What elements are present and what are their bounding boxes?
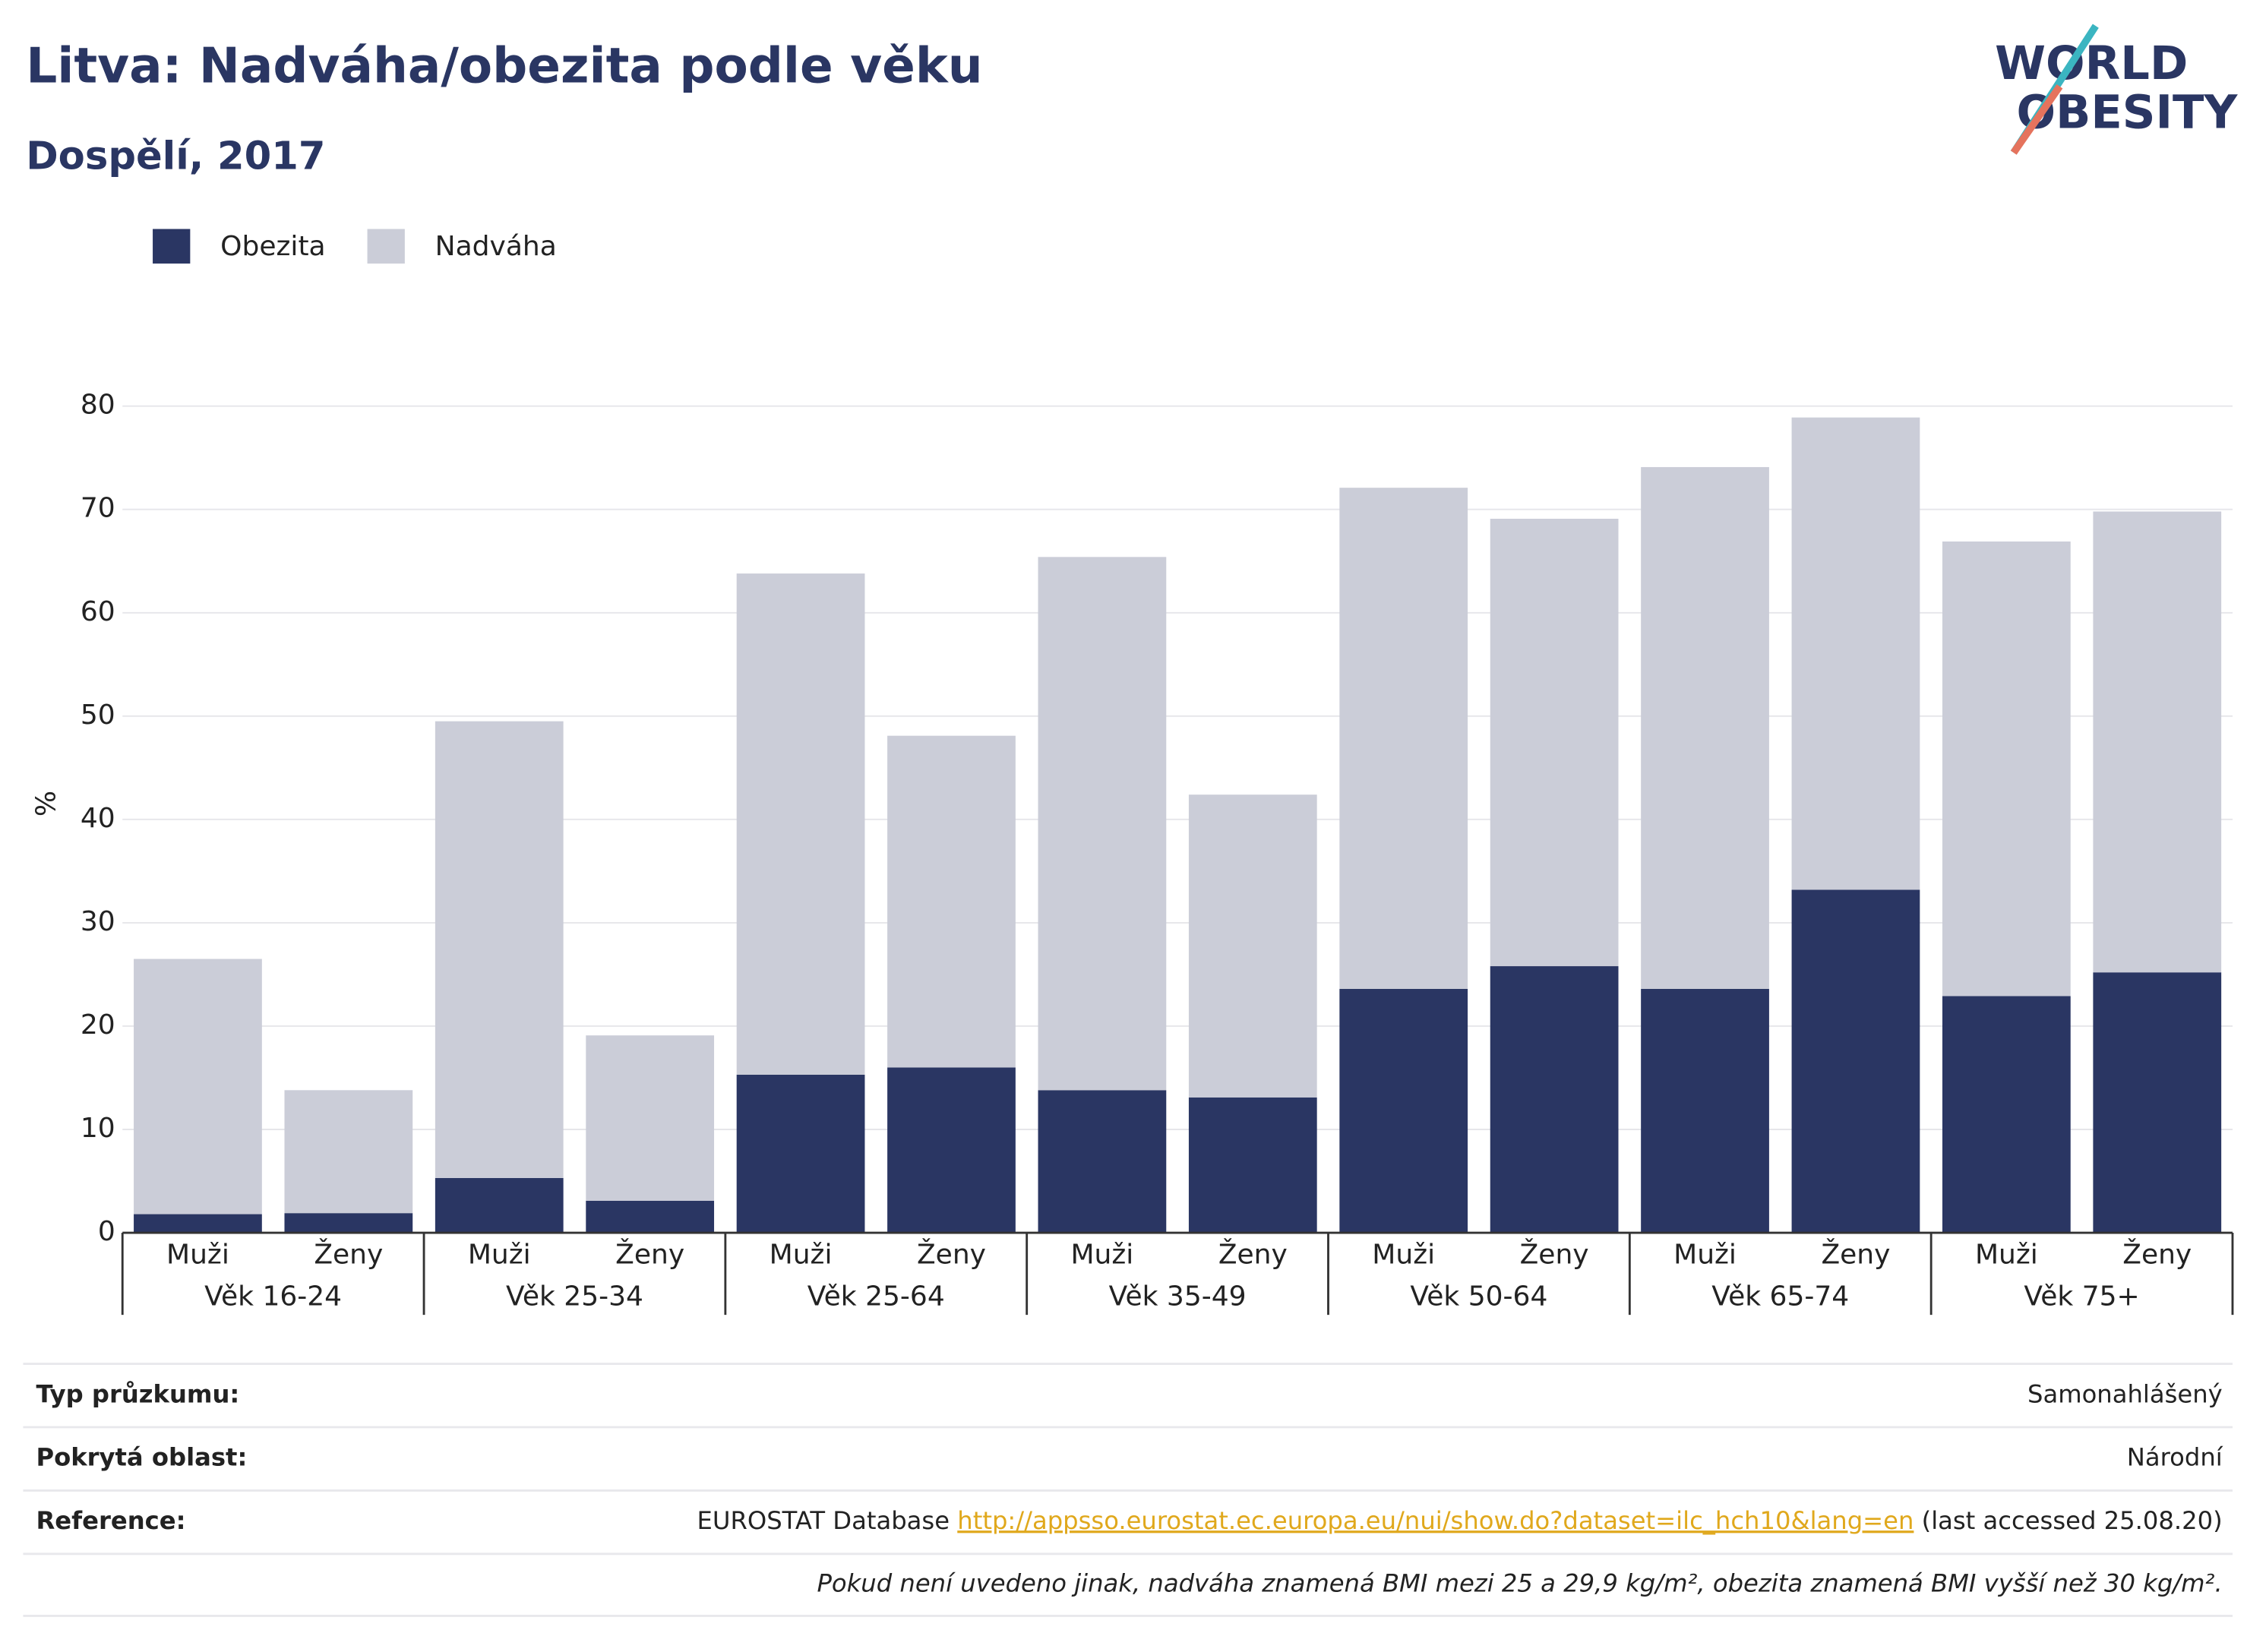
x-tick-label: Muži	[1975, 1239, 2038, 1270]
x-tick-label: Muži	[1372, 1239, 1435, 1270]
bar-segment	[1038, 1090, 1167, 1233]
x-tick-label: Ženy	[2122, 1238, 2192, 1270]
bar-segment	[1339, 988, 1468, 1233]
x-tick-label: Muži	[166, 1239, 229, 1270]
bar-segment	[1942, 541, 2071, 997]
bar-segment	[2093, 972, 2222, 1233]
legend-swatch	[153, 229, 191, 264]
group-label: Věk 65-74	[1711, 1281, 1849, 1312]
row-value-part: EUROSTAT Database	[697, 1506, 958, 1535]
chart-subtitle: Dospělí, 2017	[26, 134, 325, 179]
bar-segment	[1641, 988, 1769, 1233]
bar-segment	[1490, 966, 1619, 1233]
bar-segment	[736, 1074, 865, 1233]
row-value: Národní	[2127, 1443, 2223, 1472]
bar-segment	[134, 959, 262, 1215]
reference-link[interactable]: http://appsso.eurostat.ec.europa.eu/nui/…	[957, 1506, 1914, 1535]
bar-segment	[1641, 466, 1769, 989]
group-label: Věk 35-49	[1109, 1281, 1247, 1312]
bar-segment	[2093, 511, 2222, 973]
row-label: Reference:	[36, 1506, 185, 1535]
bar-segment	[1188, 1097, 1317, 1233]
y-tick-label: 10	[81, 1113, 115, 1144]
footnote: Pokud není uvedeno jinak, nadváha znamen…	[817, 1569, 2223, 1598]
y-tick-label: 0	[98, 1216, 115, 1247]
bar-segment	[435, 1177, 564, 1233]
chart-title: Litva: Nadváha/obezita podle věku	[26, 38, 982, 95]
row-value-part: (last accessed 25.08.20)	[1914, 1506, 2222, 1535]
bar-segment	[586, 1200, 715, 1233]
x-tick-label: Muži	[770, 1239, 833, 1270]
x-tick-label: Ženy	[1218, 1238, 1288, 1270]
y-tick-label: 50	[81, 700, 115, 731]
legend-label: Obezita	[220, 231, 325, 262]
y-tick-label: 40	[81, 803, 115, 834]
legend-swatch	[367, 229, 405, 264]
bar-segment	[435, 721, 564, 1178]
x-tick-label: Muži	[1070, 1239, 1133, 1270]
bar-segment	[1339, 488, 1468, 989]
row-value: Samonahlášený	[2027, 1379, 2223, 1408]
bar-segment	[1942, 996, 2071, 1233]
group-label: Věk 16-24	[204, 1281, 342, 1312]
y-tick-label: 20	[81, 1009, 115, 1041]
y-tick-label: 70	[81, 493, 115, 524]
row-label: Pokrytá oblast:	[36, 1443, 247, 1472]
group-label: Věk 25-34	[506, 1281, 643, 1312]
bar-segment	[1038, 557, 1167, 1091]
x-tick-label: Ženy	[314, 1238, 383, 1270]
row-label: Typ průzkumu:	[36, 1379, 239, 1408]
bar-segment	[1188, 794, 1317, 1098]
bar-segment	[134, 1214, 262, 1233]
bar-segment	[887, 735, 1016, 1068]
y-tick-label: 30	[81, 906, 115, 937]
row-value: EUROSTAT Database http://appsso.eurostat…	[697, 1506, 2223, 1535]
legend-label: Nadváha	[435, 231, 557, 262]
bar-segment	[284, 1213, 413, 1233]
y-tick-label: 80	[81, 390, 115, 421]
bar-segment	[1490, 518, 1619, 967]
x-tick-label: Muži	[1673, 1239, 1737, 1270]
x-tick-label: Ženy	[917, 1238, 986, 1270]
x-tick-label: Ženy	[615, 1238, 684, 1270]
bar-segment	[1791, 889, 1920, 1233]
logo-stripe	[2010, 84, 2063, 155]
x-tick-label: Muži	[468, 1239, 531, 1270]
y-tick-label: 60	[81, 596, 115, 627]
x-tick-label: Ženy	[1520, 1238, 1589, 1270]
bar-segment	[284, 1090, 413, 1214]
bar-segment	[1791, 417, 1920, 890]
group-label: Věk 50-64	[1410, 1281, 1547, 1312]
x-tick-label: Ženy	[1821, 1238, 1890, 1270]
bar-segment	[586, 1035, 715, 1201]
y-axis-label: %	[31, 791, 62, 817]
group-label: Věk 75+	[2024, 1281, 2139, 1312]
logo-text: WORLD	[1995, 37, 2188, 90]
bar-segment	[887, 1067, 1016, 1233]
group-label: Věk 25-64	[807, 1281, 945, 1312]
bar-segment	[736, 573, 865, 1075]
